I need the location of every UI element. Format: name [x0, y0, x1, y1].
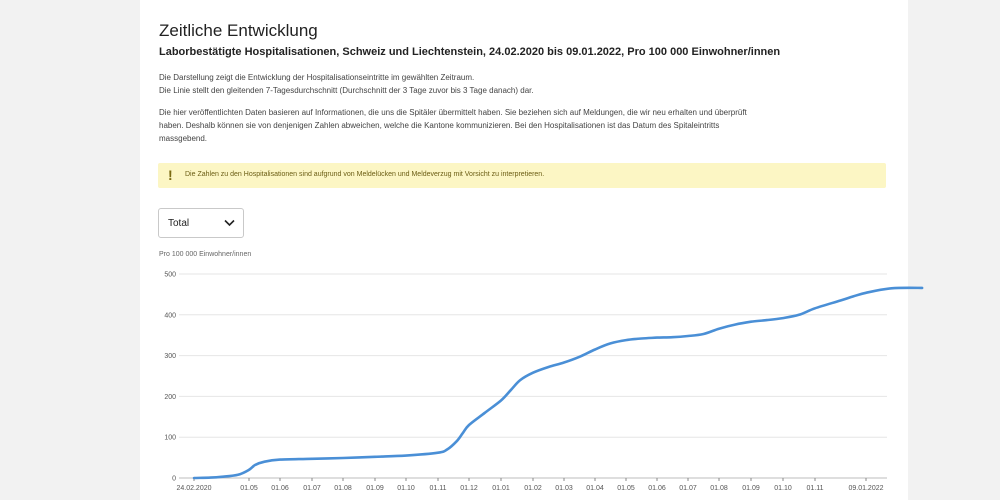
x-tick-label: 01.08 [710, 485, 728, 492]
description-line: Die hier veröffentlichten Daten basieren… [159, 108, 747, 117]
x-tick-label: 01.02 [524, 485, 542, 492]
x-tick-label: 01.10 [774, 485, 792, 492]
description-line: haben. Deshalb können sie von denjenigen… [159, 121, 720, 130]
notice-text: Die Zahlen zu den Hospitalisationen sind… [185, 171, 545, 178]
y-tick-label: 500 [164, 272, 176, 279]
chart-subtitle: Laborbestätigte Hospitalisationen, Schwe… [159, 46, 781, 58]
x-tick-label: 01.07 [679, 485, 697, 492]
select-value: Total [168, 218, 190, 229]
x-tick-label: 01.08 [334, 485, 352, 492]
description-line: Die Darstellung zeigt die Entwicklung de… [159, 73, 475, 82]
y-axis-label: Pro 100 000 Einwohner/innen [159, 251, 252, 258]
warning-notice: ! Die Zahlen zu den Hospitalisationen si… [158, 163, 886, 188]
x-tick-label: 01.09 [742, 485, 760, 492]
page-title: Zeitliche Entwicklung [159, 21, 318, 40]
x-tick-label: 01.01 [492, 485, 510, 492]
exclamation-icon: ! [168, 167, 173, 183]
x-tick-label: 01.10 [397, 485, 415, 492]
content-card: Zeitliche Entwicklung Laborbestätigte Ho… [140, 0, 908, 500]
x-tick-label: 01.06 [648, 485, 666, 492]
series-line[interactable] [192, 286, 924, 480]
category-select[interactable]: Total [158, 208, 244, 238]
x-tick-label: 01.05 [617, 485, 635, 492]
description-paragraph-1: Die Darstellung zeigt die Entwicklung de… [159, 71, 889, 97]
x-tick-label: 01.12 [460, 485, 478, 492]
x-tick-label: 01.04 [586, 485, 604, 492]
y-tick-label: 400 [164, 312, 176, 319]
x-tick-label: 01.05 [240, 485, 258, 492]
y-tick-label: 100 [164, 435, 176, 442]
x-tick-label: 24.02.2020 [176, 485, 211, 492]
x-tick-label: 01.09 [366, 485, 384, 492]
y-tick-label: 0 [172, 476, 176, 483]
x-tick-label: 01.11 [807, 485, 824, 492]
description-line: Die Linie stellt den gleitenden 7-Tagesd… [159, 86, 534, 95]
x-tick-label: 01.03 [555, 485, 573, 492]
y-tick-label: 300 [164, 353, 176, 360]
x-tick-label: 09.01.2022 [848, 485, 883, 492]
x-tick-label: 01.11 [430, 485, 447, 492]
x-tick-label: 01.07 [303, 485, 321, 492]
description-paragraph-2: Die hier veröffentlichten Daten basieren… [159, 106, 889, 145]
description-line: massgebend. [159, 134, 208, 143]
y-tick-label: 200 [164, 394, 176, 401]
x-tick-label: 01.06 [271, 485, 289, 492]
chevron-down-icon [224, 219, 235, 227]
